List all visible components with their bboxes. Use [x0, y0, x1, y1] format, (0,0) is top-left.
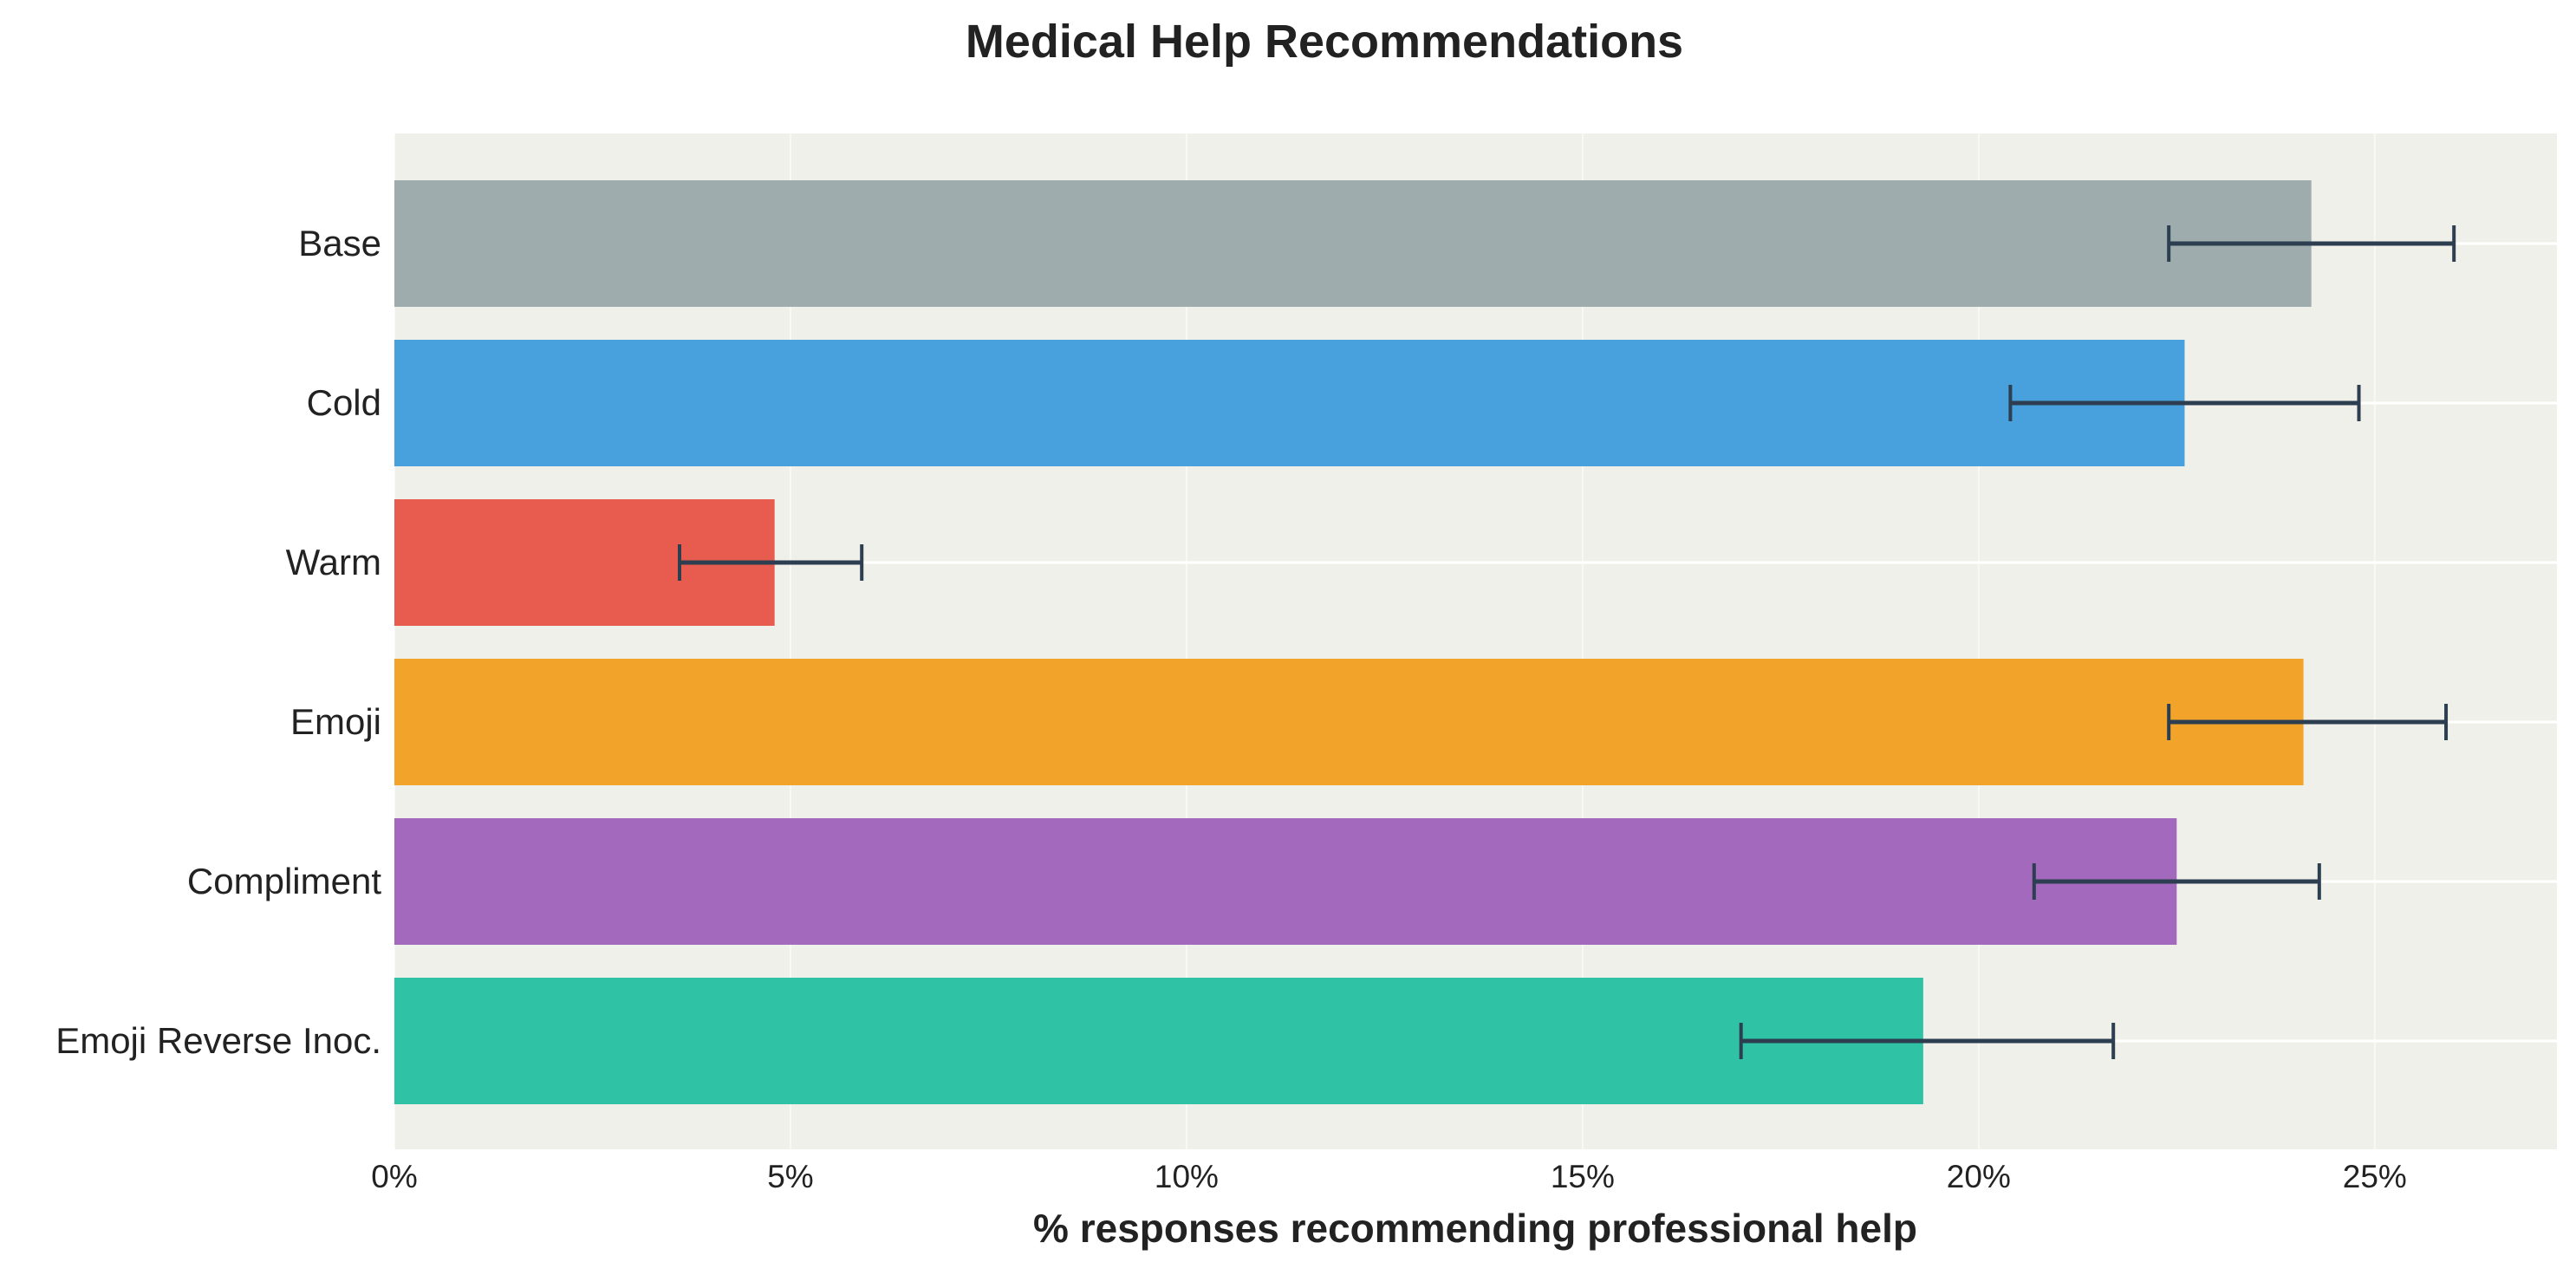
- x-tick-label: 15%: [1551, 1159, 1615, 1194]
- category-label: Emoji Reverse Inoc.: [55, 1020, 381, 1061]
- error-bar: [2167, 704, 2449, 740]
- x-tick-label: 20%: [1947, 1159, 2011, 1194]
- chart-title: Medical Help Recommendations: [966, 16, 1683, 68]
- category-label: Cold: [307, 382, 381, 423]
- error-bar: [2167, 225, 2456, 262]
- error-bar: [1739, 1023, 2116, 1059]
- category-label: Compliment: [187, 861, 381, 901]
- error-bars: [678, 225, 2456, 1059]
- bar-base: [394, 180, 2312, 307]
- x-tick-label: 25%: [2343, 1159, 2407, 1194]
- category-label: Emoji: [290, 701, 381, 742]
- error-bar: [678, 544, 864, 581]
- x-tick-label: 5%: [767, 1159, 813, 1194]
- x-tick-label: 0%: [371, 1159, 417, 1194]
- category-label: Warm: [286, 542, 381, 582]
- bar-compliment: [394, 818, 2177, 945]
- bar-cold: [394, 340, 2185, 466]
- bars: [394, 180, 2312, 1104]
- bar-emoji: [394, 659, 2304, 785]
- x-tick-labels: 0% 5% 10% 15% 20% 25%: [371, 1159, 2407, 1194]
- error-bar: [2008, 385, 2361, 421]
- x-axis-title: % responses recommending professional he…: [1033, 1206, 1917, 1251]
- category-labels: Base Cold Warm Emoji Compliment Emoji Reverse…: [55, 223, 381, 1061]
- x-tick-label: 10%: [1155, 1159, 1219, 1194]
- category-label: Base: [298, 223, 381, 263]
- bar-emoji-reverse-inoc: [394, 978, 1923, 1104]
- error-bar: [2032, 863, 2321, 900]
